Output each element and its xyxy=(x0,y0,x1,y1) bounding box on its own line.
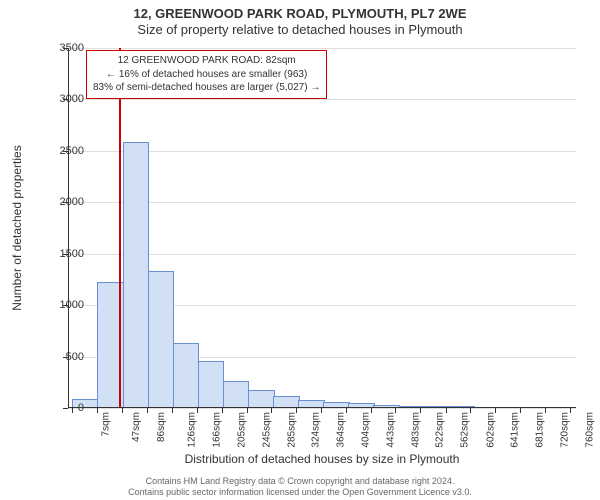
y-tick-label: 500 xyxy=(36,351,84,363)
x-tick-label: 205sqm xyxy=(236,412,247,448)
x-tick-label: 364sqm xyxy=(336,412,347,448)
footer-line2: Contains public sector information licen… xyxy=(0,487,600,498)
y-tick-label: 1500 xyxy=(36,248,84,260)
x-tick-mark xyxy=(420,408,421,413)
x-tick-mark xyxy=(147,408,148,413)
x-tick-mark xyxy=(470,408,471,413)
x-tick-mark xyxy=(222,408,223,413)
callout-larger: 83% of semi-detached houses are larger (… xyxy=(93,81,320,95)
x-tick-label: 641sqm xyxy=(510,412,521,448)
footer-line1: Contains HM Land Registry data © Crown c… xyxy=(0,476,600,487)
property-callout: 12 GREENWOOD PARK ROAD: 82sqm ← 16% of d… xyxy=(86,50,327,99)
plot-area: 7sqm47sqm86sqm126sqm166sqm205sqm245sqm28… xyxy=(68,48,576,408)
x-tick-label: 720sqm xyxy=(559,412,570,448)
property-marker-line xyxy=(119,48,121,408)
x-axis-label: Distribution of detached houses by size … xyxy=(68,452,576,466)
histogram-bar xyxy=(173,343,200,408)
x-tick-mark xyxy=(197,408,198,413)
x-tick-label: 483sqm xyxy=(410,412,421,448)
page-title: 12, GREENWOOD PARK ROAD, PLYMOUTH, PL7 2… xyxy=(0,6,600,21)
histogram-bar xyxy=(198,361,225,408)
x-tick-mark xyxy=(172,408,173,413)
y-tick-label: 1000 xyxy=(36,299,84,311)
histogram-bar xyxy=(148,271,175,408)
x-tick-mark xyxy=(271,408,272,413)
x-tick-label: 522sqm xyxy=(435,412,446,448)
gridline xyxy=(68,99,576,100)
chart-container: 12, GREENWOOD PARK ROAD, PLYMOUTH, PL7 2… xyxy=(0,0,600,500)
x-tick-label: 404sqm xyxy=(361,412,372,448)
x-tick-label: 681sqm xyxy=(535,412,546,448)
x-tick-mark xyxy=(545,408,546,413)
y-tick-label: 3000 xyxy=(36,93,84,105)
x-tick-mark xyxy=(346,408,347,413)
x-tick-label: 7sqm xyxy=(101,412,112,436)
x-tick-mark xyxy=(570,408,571,413)
histogram-bar xyxy=(123,142,150,408)
x-tick-mark xyxy=(122,408,123,413)
page-subtitle: Size of property relative to detached ho… xyxy=(0,22,600,37)
x-tick-mark xyxy=(296,408,297,413)
callout-smaller: ← 16% of detached houses are smaller (96… xyxy=(93,68,320,82)
y-tick-label: 2000 xyxy=(36,196,84,208)
x-tick-mark xyxy=(495,408,496,413)
y-tick-label: 2500 xyxy=(36,145,84,157)
x-tick-label: 562sqm xyxy=(460,412,471,448)
x-tick-label: 443sqm xyxy=(385,412,396,448)
x-tick-mark xyxy=(371,408,372,413)
histogram-bar xyxy=(223,381,250,408)
y-tick-label: 0 xyxy=(36,402,84,414)
x-tick-label: 245sqm xyxy=(261,412,272,448)
y-axis-label-wrap: Number of detached properties xyxy=(8,48,26,408)
footer-attribution: Contains HM Land Registry data © Crown c… xyxy=(0,476,600,499)
x-tick-mark xyxy=(520,408,521,413)
x-tick-label: 602sqm xyxy=(485,412,496,448)
x-tick-mark xyxy=(247,408,248,413)
gridline xyxy=(68,48,576,49)
x-tick-label: 760sqm xyxy=(584,412,595,448)
x-tick-label: 285sqm xyxy=(286,412,297,448)
y-tick-label: 3500 xyxy=(36,42,84,54)
x-tick-label: 126sqm xyxy=(187,412,198,448)
x-tick-label: 166sqm xyxy=(212,412,223,448)
x-tick-label: 47sqm xyxy=(131,412,142,442)
callout-property: 12 GREENWOOD PARK ROAD: 82sqm xyxy=(93,54,320,68)
x-tick-mark xyxy=(97,408,98,413)
x-tick-mark xyxy=(321,408,322,413)
x-tick-mark xyxy=(395,408,396,413)
x-tick-label: 86sqm xyxy=(156,412,167,442)
histogram-bar xyxy=(248,390,275,408)
y-axis-label: Number of detached properties xyxy=(10,145,24,310)
x-tick-label: 324sqm xyxy=(311,412,322,448)
x-tick-mark xyxy=(446,408,447,413)
